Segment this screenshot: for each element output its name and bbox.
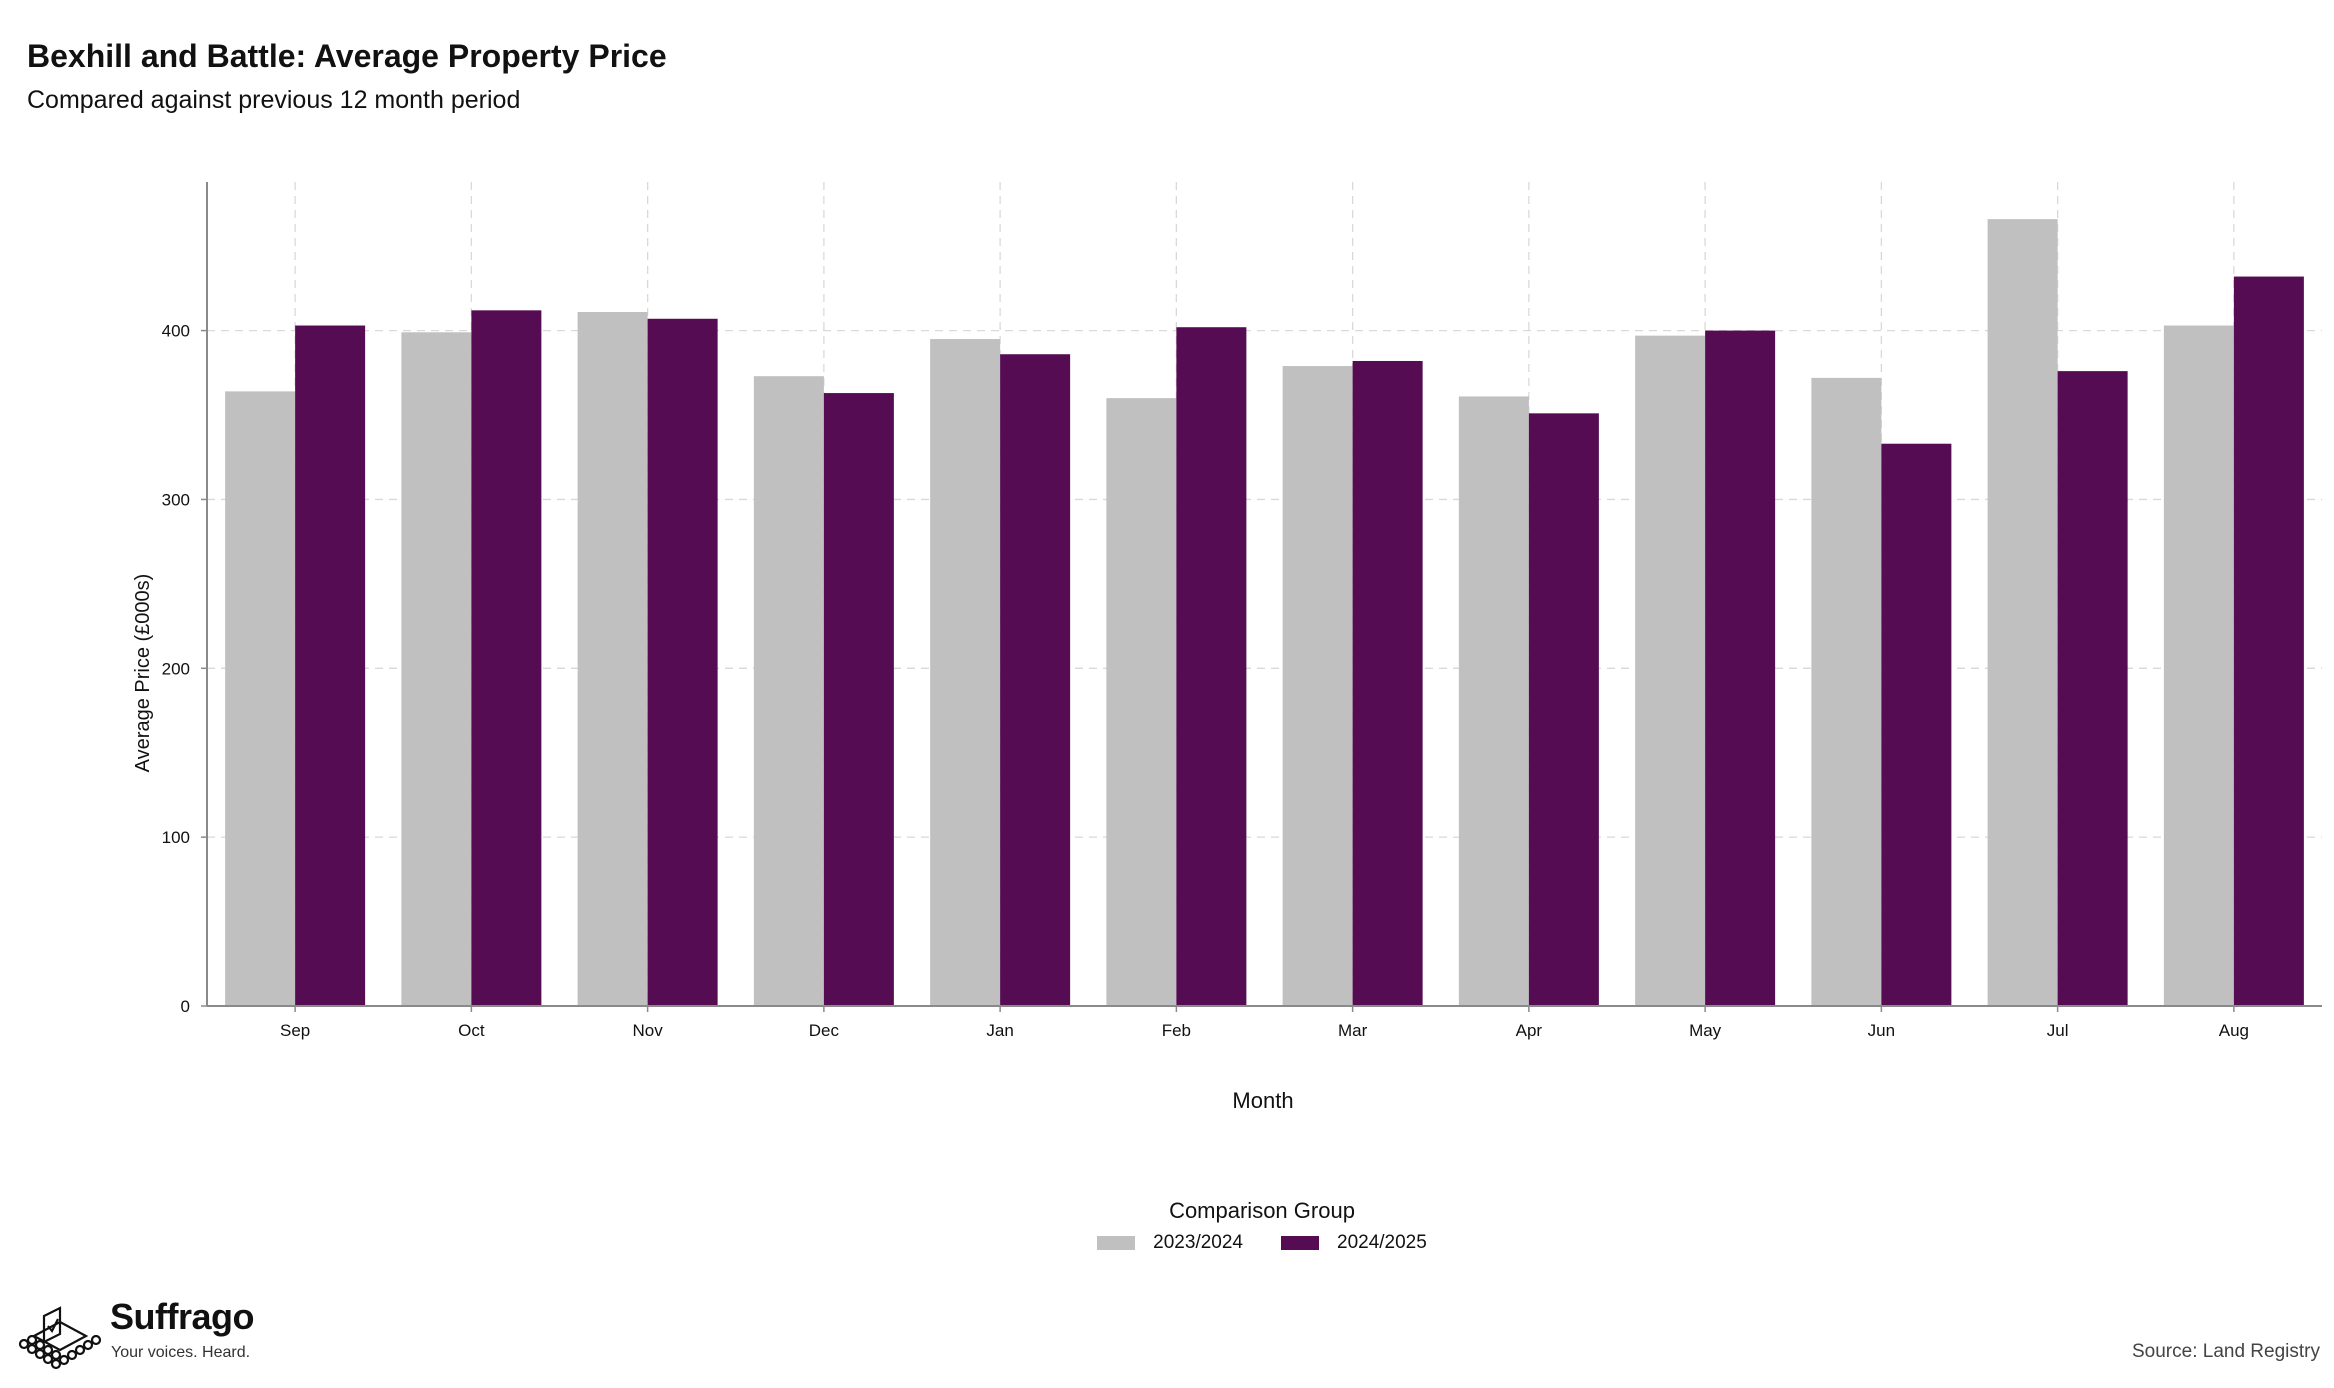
bar-2024-2025-jun xyxy=(1881,443,1952,1006)
x-tick-label: May xyxy=(1689,1021,1722,1040)
x-tick-label: Jun xyxy=(1868,1021,1895,1040)
x-tick-label: Dec xyxy=(809,1021,840,1040)
bar-chart: 0 100 200 300 400 Sep Oct Nov Dec Jan Feb Mar Apr May… xyxy=(132,182,2322,1113)
x-tick-label: Sep xyxy=(280,1021,310,1040)
x-tick-label: Jan xyxy=(986,1021,1013,1040)
legend-swatch-2023-2024 xyxy=(1097,1236,1136,1250)
x-tick-label: Mar xyxy=(1338,1021,1368,1040)
bar-2023-2024-feb xyxy=(1106,398,1177,1007)
x-tick-label: Apr xyxy=(1516,1021,1543,1040)
y-tick-label: 400 xyxy=(162,322,190,341)
bar-2023-2024-mar xyxy=(1282,366,1353,1006)
y-tick-label: 300 xyxy=(162,490,190,509)
x-axis-label: Month xyxy=(1232,1088,1293,1113)
bar-2024-2025-dec xyxy=(823,393,894,1007)
bar-2024-2025-may xyxy=(1705,330,1776,1006)
x-tick-label: Feb xyxy=(1162,1021,1191,1040)
legend-items: 2023/2024 2024/2025 xyxy=(1097,1232,1427,1254)
bar-2023-2024-may xyxy=(1635,335,1706,1006)
bar-2023-2024-dec xyxy=(753,376,824,1007)
bar-2023-2024-apr xyxy=(1458,396,1529,1006)
bar-2023-2024-jul xyxy=(1987,219,2058,1007)
bar-2023-2024-aug xyxy=(2163,325,2234,1006)
logo-name: Suffrago xyxy=(110,1296,255,1337)
legend-swatch-2024-2025 xyxy=(1281,1236,1319,1250)
bar-2024-2025-oct xyxy=(471,310,542,1006)
source-note: Source: Land Registry xyxy=(2132,1341,2320,1362)
chart-title: Bexhill and Battle: Average Property Pri… xyxy=(27,38,667,74)
logo-tagline: Your voices. Heard. xyxy=(111,1344,251,1361)
y-tick-label: 0 xyxy=(181,997,190,1016)
x-tick-label: Aug xyxy=(2219,1021,2249,1040)
axes xyxy=(201,182,2322,1012)
legend-label-2023-2024: 2023/2024 xyxy=(1153,1232,1243,1253)
bar-2023-2024-oct xyxy=(401,332,472,1006)
ballot-box-icon xyxy=(18,1306,102,1370)
bar-2023-2024-jan xyxy=(930,339,1001,1006)
bar-2024-2025-jul xyxy=(2057,371,2128,1006)
x-tick-label: Oct xyxy=(458,1021,485,1040)
tick-labels: 0 100 200 300 400 Sep Oct Nov Dec Jan Feb Mar Apr May… xyxy=(162,322,2249,1040)
bar-2023-2024-jun xyxy=(1811,377,1882,1006)
bar-2024-2025-mar xyxy=(1352,360,1423,1006)
y-tick-label: 100 xyxy=(162,828,190,847)
bars xyxy=(225,219,2304,1007)
y-axis-label: Average Price (£000s) xyxy=(132,574,154,773)
bar-2024-2025-sep xyxy=(295,325,366,1006)
bar-2023-2024-nov xyxy=(577,312,648,1007)
bar-2024-2025-aug xyxy=(2233,276,2304,1006)
legend-item-2023-2024: 2023/2024 xyxy=(1097,1232,1243,1254)
chart-subtitle: Compared against previous 12 month perio… xyxy=(27,86,521,114)
x-tick-label: Nov xyxy=(633,1021,664,1040)
bar-2024-2025-jan xyxy=(1000,354,1071,1007)
legend-label-2024-2025: 2024/2025 xyxy=(1337,1232,1427,1253)
legend-title: Comparison Group xyxy=(1169,1198,1355,1223)
legend-item-2024-2025: 2024/2025 xyxy=(1281,1232,1427,1254)
legend: Comparison Group 2023/2024 2024/2025 xyxy=(0,1198,2334,1256)
y-tick-label: 200 xyxy=(162,659,190,678)
bar-2024-2025-feb xyxy=(1176,327,1247,1006)
bar-2024-2025-apr xyxy=(1528,413,1599,1006)
bar-2024-2025-nov xyxy=(647,318,718,1006)
bar-2023-2024-sep xyxy=(225,391,296,1006)
x-tick-label: Jul xyxy=(2047,1021,2069,1040)
